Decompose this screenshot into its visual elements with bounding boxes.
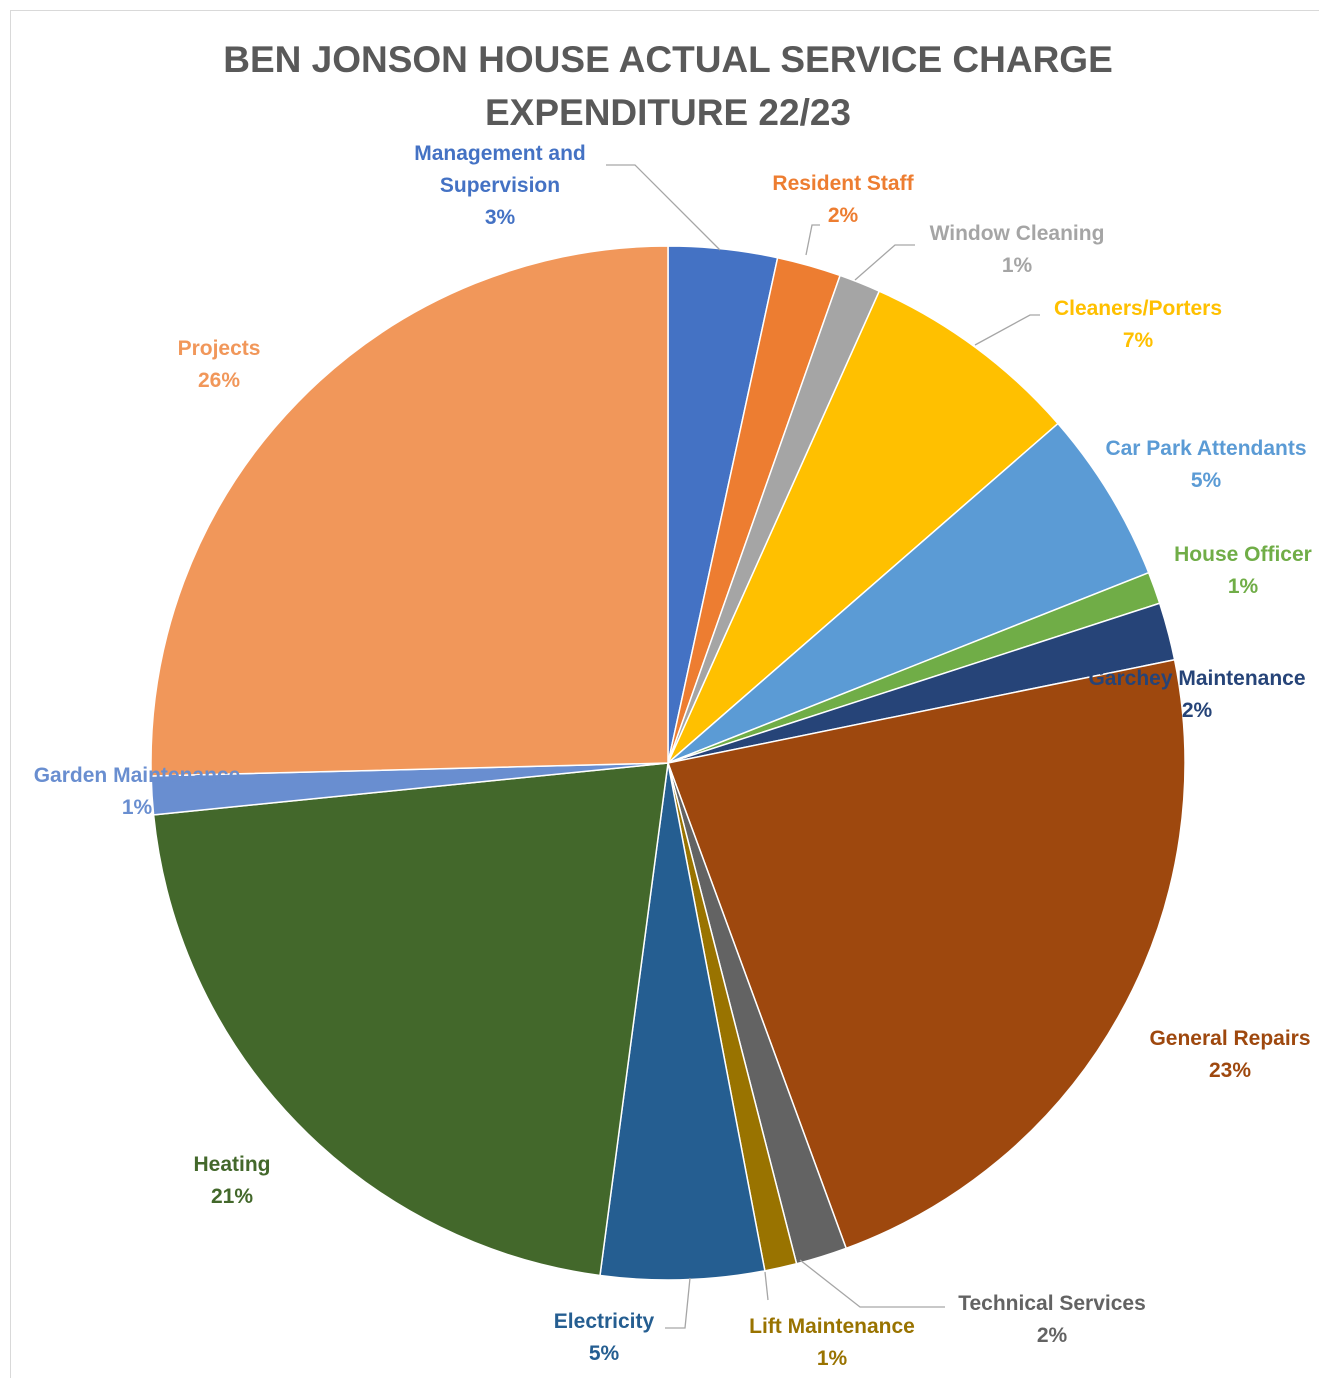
slice-category-label: Car Park Attendants — [1105, 437, 1306, 460]
slice-percent-label: 5% — [1191, 469, 1222, 492]
slice-percent-label: 1% — [1002, 254, 1033, 277]
leader-line — [800, 1260, 945, 1307]
slice-category-label: Lift Maintenance — [749, 1315, 915, 1338]
leader-line — [975, 315, 1040, 345]
slice-percent-label: 2% — [1182, 699, 1213, 722]
slice-percent-label: 1% — [817, 1347, 848, 1370]
slice-percent-label: 2% — [828, 204, 859, 227]
slice-category-label: Garden Maintenance — [34, 764, 241, 787]
slice-percent-label: 26% — [198, 369, 240, 392]
slice-category-label: Electricity — [554, 1310, 655, 1333]
slice-percent-label: 21% — [211, 1185, 253, 1208]
slice-percent-label: 1% — [122, 796, 153, 819]
pie-slice — [151, 246, 668, 776]
slice-category-label: Supervision — [440, 174, 560, 197]
slice-category-label: Cleaners/Porters — [1054, 297, 1222, 320]
slice-category-label: Heating — [193, 1153, 270, 1176]
slice-category-label: House Officer — [1174, 543, 1312, 566]
slice-category-label: General Repairs — [1149, 1027, 1310, 1050]
slice-category-label: Garchey Maintenance — [1088, 667, 1305, 690]
slice-percent-label: 1% — [1228, 575, 1259, 598]
leader-line — [765, 1272, 768, 1300]
pie-slices — [151, 246, 1185, 1280]
slice-category-label: Management and — [414, 142, 586, 165]
slice-category-label: Technical Services — [958, 1292, 1146, 1315]
slice-category-label: Resident Staff — [772, 172, 914, 195]
slice-percent-label: 3% — [485, 206, 516, 229]
leader-line — [665, 1278, 690, 1328]
slice-category-label: Window Cleaning — [930, 222, 1105, 245]
chart-title-line-2: EXPENDITURE 22/23 — [485, 92, 851, 133]
leader-line — [806, 225, 820, 255]
slice-category-label: Projects — [178, 337, 261, 360]
slice-percent-label: 5% — [589, 1342, 620, 1365]
slice-percent-label: 7% — [1123, 329, 1154, 352]
slice-percent-label: 23% — [1209, 1059, 1251, 1082]
leader-line — [606, 165, 720, 250]
chart-title-line-1: BEN JONSON HOUSE ACTUAL SERVICE CHARGE — [223, 39, 1113, 80]
slice-percent-label: 2% — [1037, 1324, 1068, 1347]
leader-line — [855, 245, 915, 280]
